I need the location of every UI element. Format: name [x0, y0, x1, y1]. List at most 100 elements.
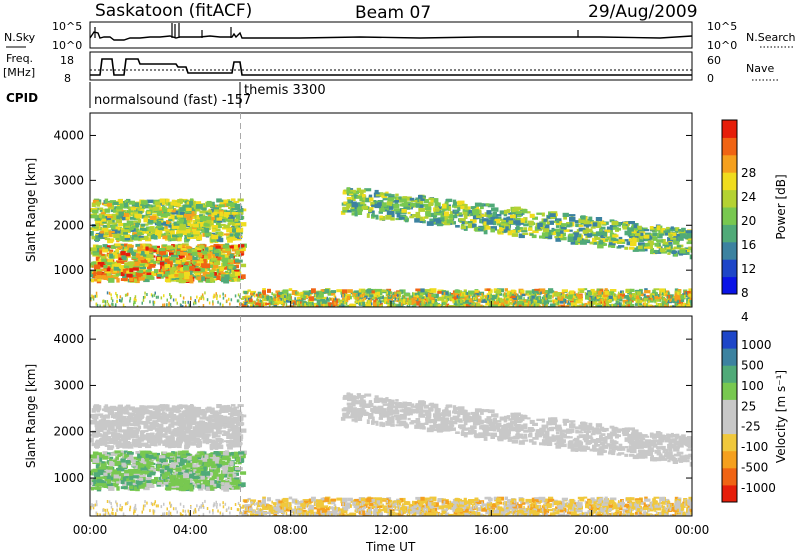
- power-cell: [296, 301, 299, 305]
- velocity-cell: [176, 454, 184, 460]
- power-cell: [174, 202, 180, 207]
- power-cell: [170, 295, 173, 299]
- power-cell: [222, 250, 229, 253]
- power-cell: [159, 227, 163, 231]
- power-cell: [599, 222, 606, 225]
- power-cell: [231, 274, 235, 278]
- power-cell: [94, 294, 97, 298]
- power-cell: [377, 302, 383, 307]
- power-cell: [110, 222, 118, 225]
- power-cell: [475, 293, 481, 296]
- velocity-cell: [165, 483, 171, 487]
- power-cell: [601, 294, 609, 298]
- power-cell: [343, 201, 349, 205]
- power-cell: [595, 298, 597, 302]
- power-cell: [423, 199, 430, 203]
- power-cell: [608, 299, 613, 303]
- power-cell: [113, 209, 117, 213]
- power-cell: [376, 300, 378, 304]
- power-cell: [538, 305, 541, 307]
- power-cell: [552, 300, 555, 304]
- power-cell: [653, 288, 660, 291]
- power-cell: [665, 293, 667, 297]
- power-cell: [542, 228, 549, 233]
- power-cell: [576, 297, 579, 301]
- power-cell: [403, 292, 411, 297]
- power-cell: [216, 214, 224, 219]
- power-cell: [205, 278, 212, 283]
- power-cell: [107, 215, 113, 219]
- power-cell: [318, 291, 322, 294]
- power-cell: [97, 271, 102, 275]
- power-cell: [186, 274, 193, 278]
- velocity-cell: [195, 477, 202, 482]
- power-cell: [436, 220, 442, 224]
- power-cell: [146, 258, 151, 262]
- power-cell: [496, 298, 501, 303]
- power-cell: [643, 298, 649, 302]
- power-cell: [684, 290, 691, 296]
- power-cell: [634, 303, 640, 306]
- velocity-data: [90, 392, 692, 516]
- power-cell: [154, 201, 161, 206]
- power-cell: [342, 294, 344, 298]
- power-cell: [688, 293, 692, 297]
- power-cell: [546, 216, 552, 219]
- power-cell: [516, 296, 519, 300]
- power-cell: [531, 234, 537, 239]
- power-cell: [377, 200, 384, 203]
- power-cell: [149, 264, 156, 268]
- power-cell: [601, 238, 609, 243]
- power-cell: [176, 265, 182, 270]
- power-cell: [94, 274, 101, 279]
- colorbar-swatch: [722, 137, 737, 156]
- power-cell: [122, 213, 130, 217]
- power-cell: [386, 201, 394, 206]
- power-cell: [163, 303, 166, 307]
- power-cell: [349, 303, 356, 307]
- power-cell: [289, 295, 291, 299]
- power-cell: [377, 303, 379, 307]
- power-cell: [488, 299, 491, 303]
- power-cell: [230, 261, 234, 265]
- power-cell: [279, 297, 283, 302]
- power-cell: [612, 296, 617, 301]
- power-cell: [425, 303, 432, 307]
- power-cell: [450, 211, 455, 215]
- power-cell: [223, 254, 229, 258]
- power-cell: [404, 299, 409, 302]
- velocity-cell: [212, 486, 218, 489]
- power-cell: [386, 301, 393, 305]
- power-cell: [234, 244, 238, 250]
- power-cell: [291, 290, 298, 295]
- power-cell: [333, 301, 336, 305]
- power-cell: [587, 291, 590, 295]
- power-cell: [357, 202, 363, 207]
- power-cell: [635, 291, 642, 296]
- power-cell: [503, 211, 508, 216]
- power-cell: [169, 250, 175, 256]
- power-cell: [482, 294, 484, 298]
- power-cell: [596, 305, 603, 307]
- power-cell: [94, 278, 102, 282]
- power-cell: [359, 299, 361, 303]
- power-cell: [387, 300, 389, 304]
- power-cell: [161, 202, 165, 205]
- power-cell: [398, 296, 401, 300]
- power-cell: [448, 214, 454, 219]
- power-cell: [167, 230, 171, 235]
- power-cell: [559, 305, 561, 307]
- power-cell: [595, 294, 599, 297]
- power-cell: [227, 219, 233, 222]
- power-cell: [418, 194, 423, 199]
- velocity-cell: [217, 462, 225, 466]
- power-cell: [110, 245, 116, 249]
- power-cell: [635, 295, 641, 300]
- y-tick-label: 3000: [53, 173, 84, 187]
- power-cell: [204, 216, 211, 221]
- power-cell: [229, 268, 233, 273]
- power-cell: [197, 276, 204, 281]
- power-cell: [521, 230, 528, 233]
- power-cell: [618, 302, 621, 306]
- power-cell: [285, 303, 288, 307]
